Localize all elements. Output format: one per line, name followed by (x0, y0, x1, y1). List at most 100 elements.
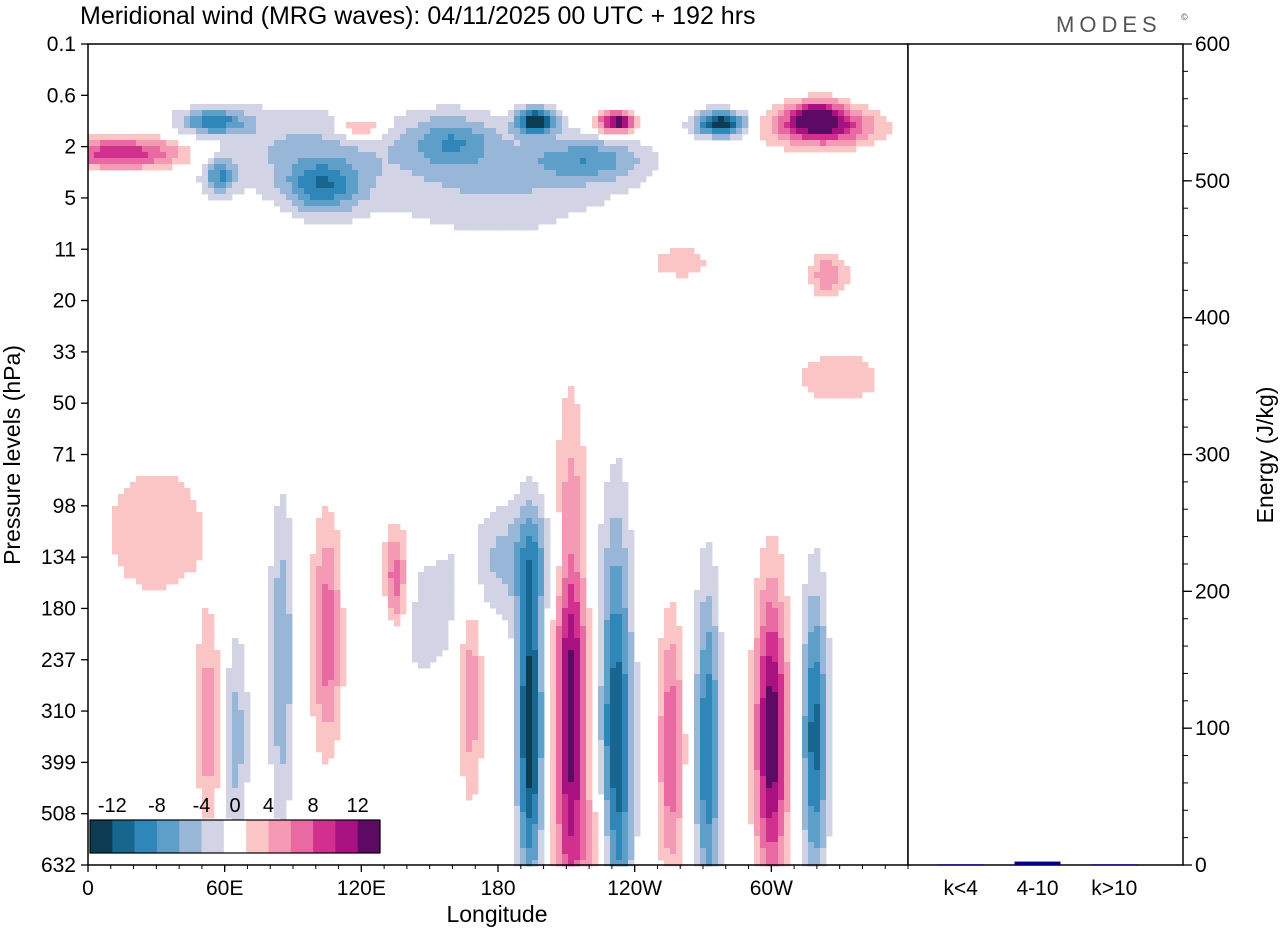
heatmap-cell (292, 158, 299, 165)
heatmap-cell (226, 164, 233, 171)
heatmap-cell (208, 716, 215, 723)
heatmap-cell (688, 260, 695, 267)
heatmap-cell (226, 758, 233, 765)
heatmap-cell (826, 686, 833, 693)
heatmap-cell (124, 164, 131, 171)
heatmap-cell (340, 170, 347, 177)
heatmap-cell (814, 560, 821, 567)
heatmap-cell (532, 170, 539, 177)
heatmap-cell (592, 140, 599, 147)
heatmap-cell (232, 158, 239, 165)
heatmap-cell (778, 704, 785, 711)
heatmap-cell (544, 164, 551, 171)
heatmap-cell (214, 734, 221, 741)
heatmap-cell (310, 170, 317, 177)
heatmap-cell (106, 152, 113, 159)
heatmap-cell (472, 224, 479, 231)
heatmap-cell (412, 632, 419, 639)
heatmap-cell (700, 680, 707, 687)
heatmap-cell (694, 842, 701, 849)
heatmap-cell (706, 116, 713, 123)
heatmap-cell (616, 734, 623, 741)
heatmap-cell (664, 734, 671, 741)
heatmap-cell (196, 116, 203, 123)
heatmap-cell (424, 584, 431, 591)
heatmap-cell (460, 128, 467, 135)
heatmap-cell (622, 554, 629, 561)
heatmap-cell (610, 524, 617, 531)
heatmap-cell (718, 734, 725, 741)
heatmap-cell (616, 842, 623, 849)
heatmap-cell (556, 134, 563, 141)
heatmap-cell (856, 362, 863, 369)
heatmap-cell (778, 788, 785, 795)
heatmap-cell (568, 620, 575, 627)
heatmap-cell (562, 764, 569, 771)
heatmap-cell (442, 620, 449, 627)
heatmap-cell (508, 572, 515, 579)
heatmap-cell (274, 548, 281, 555)
heatmap-cell (664, 812, 671, 819)
heatmap-cell (274, 608, 281, 615)
heatmap-cell (544, 578, 551, 585)
heatmap-cell (202, 638, 209, 645)
heatmap-cell (478, 158, 485, 165)
heatmap-cell (286, 200, 293, 207)
heatmap-cell (574, 188, 581, 195)
heatmap-cell (844, 128, 851, 135)
heatmap-cell (538, 566, 545, 573)
heatmap-cell (274, 776, 281, 783)
heatmap-cell (400, 128, 407, 135)
heatmap-cell (496, 512, 503, 519)
heatmap-cell (532, 704, 539, 711)
heatmap-cell (778, 644, 785, 651)
heatmap-cell (766, 554, 773, 561)
heatmap-cell (226, 812, 233, 819)
heatmap-cell (598, 644, 605, 651)
heatmap-cell (322, 620, 329, 627)
heatmap-cell (772, 716, 779, 723)
heatmap-cell (178, 524, 185, 531)
heatmap-cell (628, 740, 635, 747)
heatmap-cell (562, 806, 569, 813)
heatmap-cell (850, 362, 857, 369)
heatmap-cell (532, 110, 539, 117)
heatmap-cell (196, 776, 203, 783)
heatmap-cell (562, 650, 569, 657)
heatmap-cell (712, 668, 719, 675)
heatmap-cell (430, 158, 437, 165)
heatmap-cell (592, 848, 599, 855)
heatmap-cell (670, 668, 677, 675)
heatmap-cell (496, 158, 503, 165)
heatmap-cell (580, 464, 587, 471)
heatmap-cell (682, 758, 689, 765)
heatmap-cell (814, 734, 821, 741)
heatmap-cell (322, 644, 329, 651)
heatmap-cell (766, 830, 773, 837)
heatmap-cell (178, 554, 185, 561)
heatmap-cell (784, 824, 791, 831)
heatmap-cell (622, 722, 629, 729)
heatmap-cell (268, 134, 275, 141)
heatmap-cell (142, 164, 149, 171)
heatmap-cell (328, 212, 335, 219)
heatmap-cell (280, 206, 287, 213)
heatmap-cell (610, 770, 617, 777)
heatmap-cell (400, 596, 407, 603)
heatmap-cell (484, 152, 491, 159)
heatmap-cell (268, 656, 275, 663)
heatmap-cell (610, 806, 617, 813)
heatmap-cell (760, 782, 767, 789)
heatmap-cell (772, 680, 779, 687)
heatmap-cell (634, 734, 641, 741)
heatmap-cell (532, 680, 539, 687)
heatmap-cell (550, 632, 557, 639)
heatmap-cell (712, 770, 719, 777)
heatmap-cell (538, 554, 545, 561)
heatmap-cell (358, 140, 365, 147)
heatmap-cell (640, 170, 647, 177)
heatmap-cell (778, 836, 785, 843)
heatmap-cell (514, 788, 521, 795)
heatmap-cell (496, 122, 503, 129)
heatmap-cell (130, 506, 137, 513)
